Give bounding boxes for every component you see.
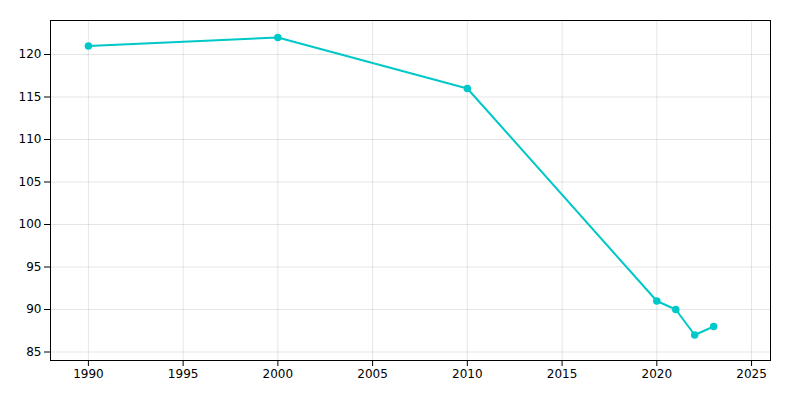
svg-text:2000: 2000 (263, 367, 294, 381)
svg-text:105: 105 (19, 175, 42, 189)
svg-text:90: 90 (26, 302, 41, 316)
svg-text:1990: 1990 (73, 367, 104, 381)
svg-text:115: 115 (19, 90, 42, 104)
svg-text:2010: 2010 (452, 367, 483, 381)
svg-text:100: 100 (19, 217, 42, 231)
svg-text:110: 110 (19, 132, 42, 146)
svg-text:2020: 2020 (642, 367, 673, 381)
svg-text:2005: 2005 (357, 367, 388, 381)
svg-text:2015: 2015 (547, 367, 578, 381)
svg-text:2025: 2025 (736, 367, 767, 381)
svg-text:1995: 1995 (168, 367, 199, 381)
svg-text:85: 85 (26, 345, 41, 359)
svg-text:95: 95 (26, 260, 41, 274)
svg-text:120: 120 (19, 47, 42, 61)
